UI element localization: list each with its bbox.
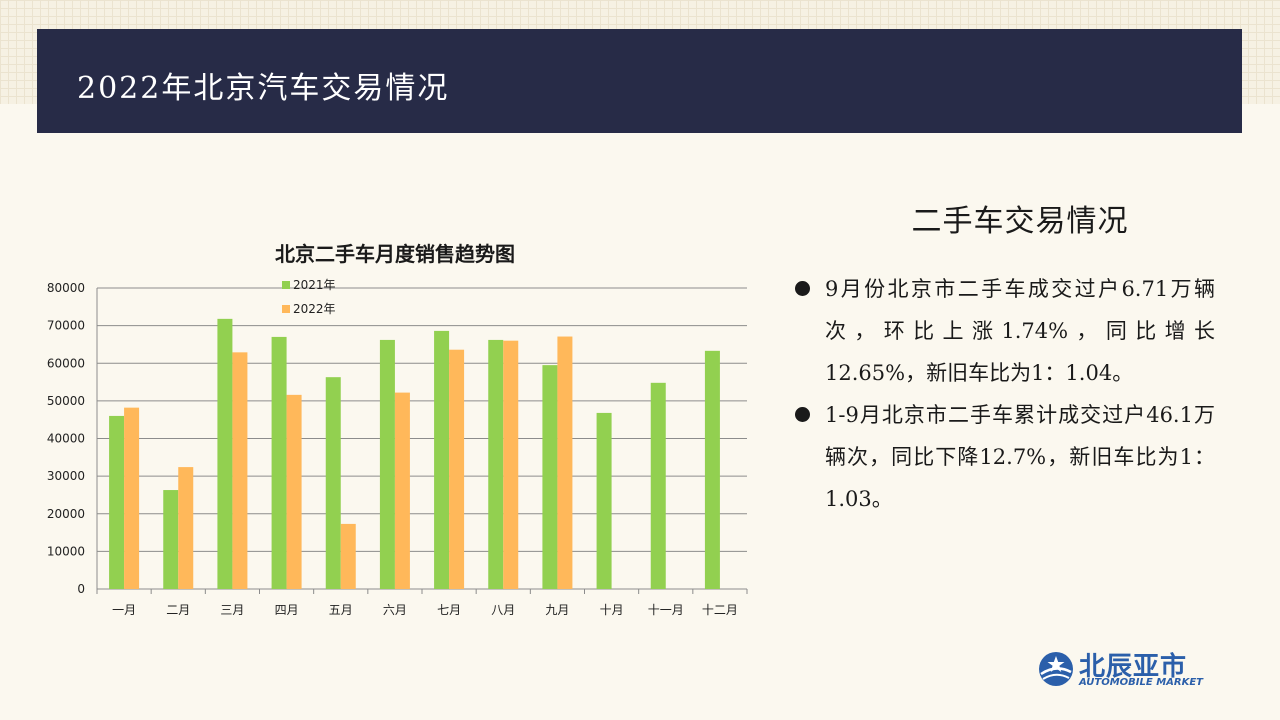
x-tick-label: 五月 <box>329 603 353 617</box>
x-tick-label: 十一月 <box>648 603 684 617</box>
bullet-text: 1-9月北京市二手车累计成交过户46.1万辆次，同比下降12.7%，新旧车比为1… <box>825 403 1215 511</box>
bar-2021 <box>163 490 179 589</box>
y-tick-label: 70000 <box>47 319 85 333</box>
x-tick-label: 四月 <box>275 603 299 617</box>
bar-2021 <box>109 415 125 589</box>
x-tick-label: 二月 <box>166 603 190 617</box>
bar-2021 <box>488 339 504 589</box>
y-tick-label: 60000 <box>47 356 85 370</box>
bar-2022 <box>178 467 194 589</box>
company-logo: 北辰亚市 AUTOMOBILE MARKET <box>1035 646 1215 692</box>
bar-2021 <box>434 330 450 589</box>
x-tick-label: 七月 <box>437 603 461 617</box>
y-tick-label: 20000 <box>47 507 85 521</box>
legend-label: 2022年 <box>293 302 336 316</box>
bar-2022 <box>232 352 248 589</box>
bar-2022 <box>449 349 465 589</box>
bar-2022 <box>340 523 356 589</box>
bullet-item: 1-9月北京市二手车累计成交过户46.1万辆次，同比下降12.7%，新旧车比为1… <box>795 394 1215 520</box>
x-tick-label: 八月 <box>491 603 515 617</box>
bullet-dot-icon <box>795 407 810 422</box>
legend-label: 2021年 <box>293 278 336 292</box>
bar-2022 <box>124 407 140 589</box>
bar-2021 <box>217 318 233 589</box>
y-tick-label: 30000 <box>47 469 85 483</box>
legend-swatch <box>282 305 290 313</box>
bar-2021 <box>542 365 558 589</box>
bar-2021 <box>379 339 395 589</box>
bar-2021 <box>271 336 287 589</box>
y-tick-label: 80000 <box>47 281 85 295</box>
y-tick-label: 40000 <box>47 432 85 446</box>
logo-name-cn: 北辰亚市 <box>1079 652 1188 682</box>
bullet-list: 9月份北京市二手车成交过户6.71万辆次，环比上涨1.74%，同比增长12.65… <box>795 268 1215 520</box>
bar-2021 <box>650 382 666 589</box>
chart-title: 北京二手车月度销售趋势图 <box>275 242 515 266</box>
page-title: 2022年北京汽车交易情况 <box>77 71 450 106</box>
chart-canvas: 0 10000 20000 30000 40000 50000 60000 70000 8000… <box>47 278 748 617</box>
section-title: 二手车交易情况 <box>911 204 1129 239</box>
bullet-dot-icon <box>795 281 810 296</box>
x-tick-label: 十月 <box>600 603 624 617</box>
legend-swatch <box>282 281 290 289</box>
sales-trend-chart: 北京二手车月度销售趋势图 0 10000 20000 30000 40000 50000 6… <box>30 230 760 630</box>
bar-2021 <box>596 412 612 589</box>
x-tick-label: 十二月 <box>702 603 738 617</box>
bar-2022 <box>557 336 573 589</box>
bar-2022 <box>286 394 302 589</box>
bar-2022 <box>503 340 519 589</box>
x-tick-label: 一月 <box>112 603 136 617</box>
header-banner: 2022年北京汽车交易情况 <box>37 29 1242 133</box>
bar-2021 <box>325 377 341 589</box>
x-tick-label: 九月 <box>545 603 569 617</box>
globe-star-logo-icon <box>1039 652 1073 686</box>
logo-name-en: AUTOMOBILE MARKET <box>1079 677 1204 688</box>
bar-2022 <box>394 392 410 589</box>
bar-2021 <box>704 350 720 589</box>
bullet-text: 9月份北京市二手车成交过户6.71万辆次，环比上涨1.74%，同比增长12.65… <box>825 277 1215 385</box>
y-tick-label: 0 <box>77 582 85 596</box>
x-tick-label: 六月 <box>383 603 407 617</box>
y-tick-label: 10000 <box>47 544 85 558</box>
bullet-item: 9月份北京市二手车成交过户6.71万辆次，环比上涨1.74%，同比增长12.65… <box>795 268 1215 394</box>
y-tick-label: 50000 <box>47 394 85 408</box>
x-tick-label: 三月 <box>220 603 244 617</box>
